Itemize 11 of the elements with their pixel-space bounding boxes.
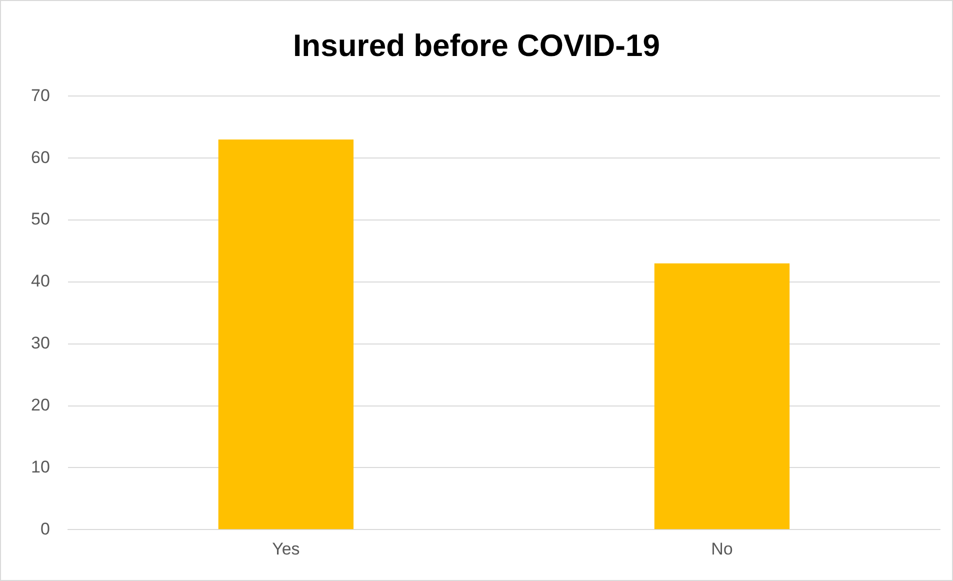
y-tick-label: 50 [30, 210, 50, 229]
y-tick-label: 0 [40, 519, 50, 538]
chart-title: Insured before COVID-19 [293, 28, 660, 64]
x-tick-label: Yes [272, 539, 300, 558]
y-tick-label: 20 [30, 395, 50, 414]
y-tick-label: 30 [30, 334, 50, 353]
y-tick-label: 70 [30, 86, 50, 105]
x-tick-label: No [711, 539, 733, 558]
y-tick-label: 40 [30, 272, 50, 291]
y-tick-label: 10 [30, 457, 50, 476]
y-tick-label: 60 [30, 148, 50, 167]
